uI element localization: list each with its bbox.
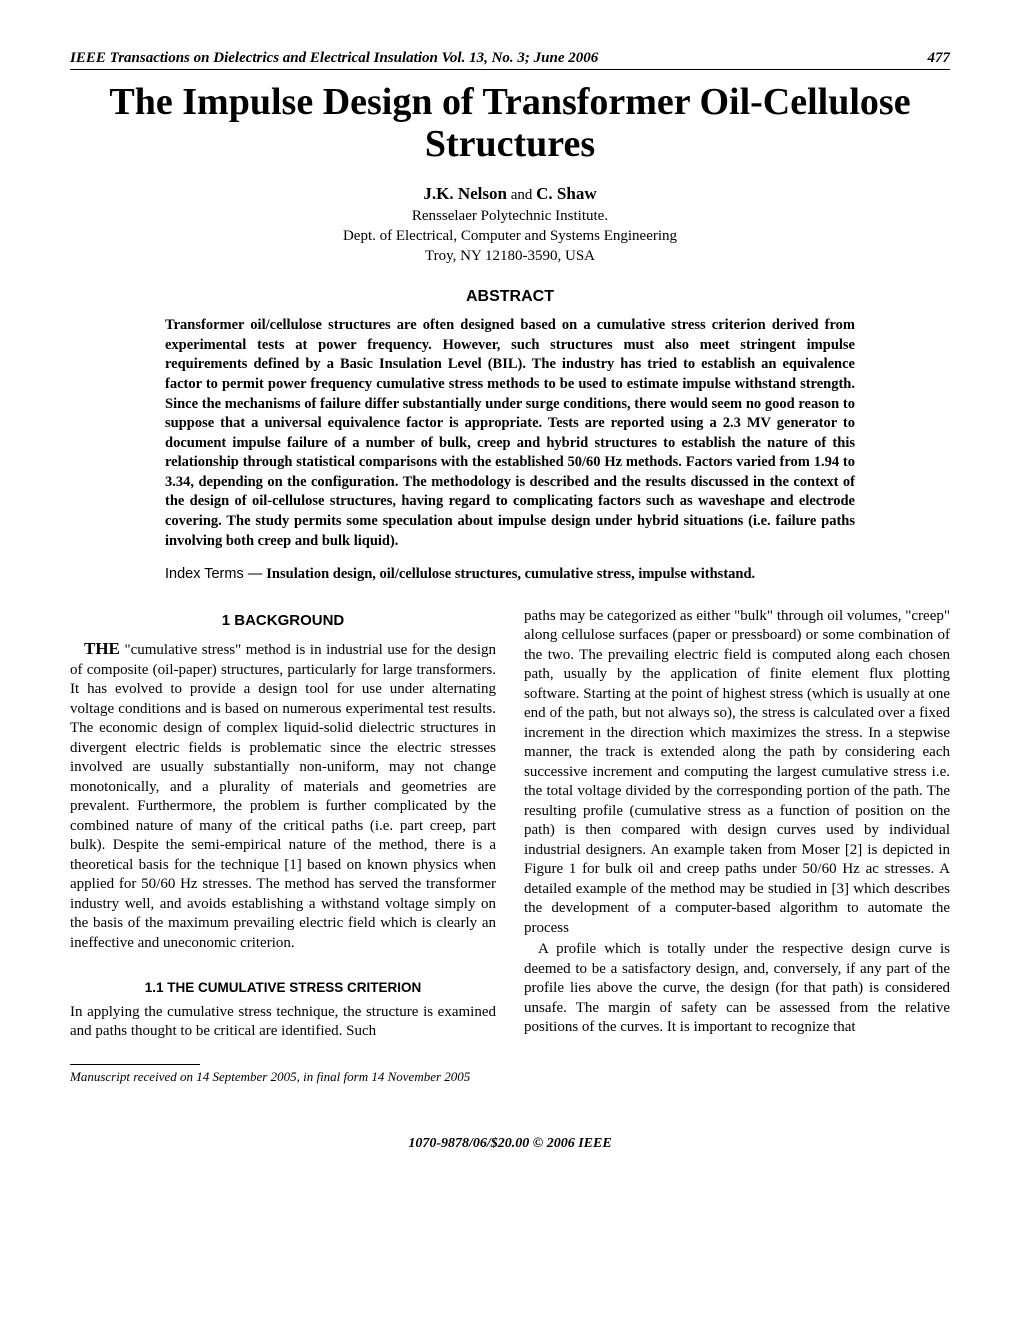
col2-para-1: paths may be categorized as either "bulk… — [524, 607, 950, 939]
index-terms-label: Index Terms — — [165, 566, 266, 582]
abstract-text: Transformer oil/cellulose structures are… — [165, 316, 855, 551]
affiliation-line-3: Troy, NY 12180-3590, USA — [70, 246, 950, 266]
col2-para-2: A profile which is totally under the res… — [524, 940, 950, 1038]
footer-copyright: 1070-9878/06/$20.00 © 2006 IEEE — [70, 1136, 950, 1152]
page: IEEE Transactions on Dielectrics and Ele… — [0, 0, 1020, 1192]
affiliation-line-2: Dept. of Electrical, Computer and System… — [70, 226, 950, 246]
section-1-para-1: THE "cumulative stress" method is in ind… — [70, 638, 496, 953]
author-and: and — [507, 187, 536, 203]
affiliation: Rensselaer Polytechnic Institute. Dept. … — [70, 206, 950, 267]
subsection-block: 1.1 THE CUMULATIVE STRESS CRITERION In a… — [70, 979, 496, 1085]
section-1-1-heading: 1.1 THE CUMULATIVE STRESS CRITERION — [70, 979, 496, 997]
affiliation-line-1: Rensselaer Polytechnic Institute. — [70, 206, 950, 226]
page-number: 477 — [928, 50, 951, 67]
manuscript-footnote: Manuscript received on 14 September 2005… — [70, 1069, 496, 1086]
section-1-1-para-1: In applying the cumulative stress techni… — [70, 1003, 496, 1042]
running-header: IEEE Transactions on Dielectrics and Ele… — [70, 50, 950, 70]
index-terms: Index Terms — Insulation design, oil/cel… — [165, 565, 855, 585]
body-columns: 1 BACKGROUND THE "cumulative stress" met… — [70, 607, 950, 1086]
section-1-para-1-rest: "cumulative stress" method is in industr… — [70, 642, 496, 951]
author-2: C. Shaw — [536, 184, 596, 203]
paper-title: The Impulse Design of Transformer Oil-Ce… — [70, 82, 950, 166]
footnote-rule — [70, 1064, 200, 1065]
authors: J.K. Nelson and C. Shaw — [70, 184, 950, 204]
section-1-heading: 1 BACKGROUND — [70, 611, 496, 631]
journal-header: IEEE Transactions on Dielectrics and Ele… — [70, 50, 598, 67]
dropcap: THE — [84, 639, 120, 658]
index-terms-text: Insulation design, oil/cellulose structu… — [266, 566, 755, 582]
abstract-heading: ABSTRACT — [70, 288, 950, 306]
author-1: J.K. Nelson — [423, 184, 507, 203]
